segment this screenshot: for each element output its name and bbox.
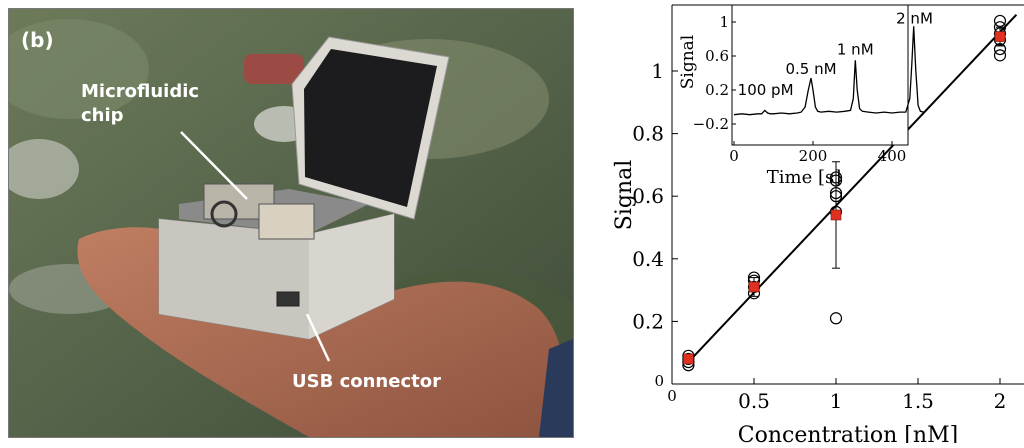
main-x-tick-label: 1.5 [902, 389, 934, 413]
device-photo-drawing: (b) Microfluidic chip USB connector [9, 9, 573, 437]
inset-signal-trace [733, 26, 924, 116]
main-x-tick-label: 0 [667, 387, 677, 405]
inset-y-tick-label: −0.2 [693, 115, 729, 133]
main-x-tick-label: 1 [830, 389, 843, 413]
main-y-tick-label: 1 [651, 59, 664, 83]
mean-marker [994, 31, 1006, 42]
inset-x-tick-label: 0 [729, 147, 739, 165]
main-y-tick-label: 0.6 [632, 184, 664, 208]
inset-x-tick-label: 200 [799, 147, 828, 165]
chart-panel: 0 0.5 1 1.5 2 0 0.2 0.4 0.6 0.8 1 Concentration [n… [600, 0, 1024, 448]
inset-peak-annotation: 2 nM [896, 10, 933, 28]
inset-peak-annotation: 1 nM [837, 40, 874, 58]
main-x-tick-label: 0.5 [738, 389, 770, 413]
data-point-circle [993, 49, 1007, 62]
main-y-axis-label: Signal [612, 160, 637, 231]
concentration-signal-chart: 0 0.5 1 1.5 2 0 0.2 0.4 0.6 0.8 1 Concentration [n… [612, 4, 1024, 448]
device-photo: (b) Microfluidic chip USB connector [8, 8, 574, 438]
panel-label: (b) [21, 28, 54, 52]
main-y-tick-label: 0 [654, 372, 664, 390]
mean-marker [683, 353, 694, 365]
main-x-tick-label: 2 [994, 389, 1007, 413]
mean-marker [830, 209, 842, 221]
main-y-tick-label: 0.8 [632, 122, 664, 146]
inset-plot-frame [731, 4, 909, 146]
main-y-tick-label: 0.4 [632, 247, 664, 271]
inset-x-tick-label: 400 [878, 147, 907, 165]
fit-line [687, 13, 1018, 363]
data-point-circle [829, 312, 843, 325]
data-point-circle [682, 352, 695, 366]
inset-peak-annotation: 0.5 nM [785, 60, 836, 78]
inset-y-axis-label: Signal [678, 35, 698, 90]
main-x-axis-label: Concentration [nM] [738, 423, 958, 443]
chip-label-line1: Microfluidic [81, 81, 199, 102]
inset-y-tick-label: 0.6 [705, 47, 729, 65]
data-point-circle [993, 14, 1007, 28]
main-y-tick-label: 0.2 [632, 309, 664, 333]
usb-connector-label: USB connector [292, 371, 441, 392]
inset-x-axis-label: Time [s] [767, 167, 842, 188]
mean-marker [748, 281, 760, 293]
inset-y-tick-label: 0.2 [705, 81, 729, 99]
inset-peak-annotation: 100 pM [738, 81, 794, 99]
chip-label-line2: chip [81, 105, 124, 126]
inset-y-tick-label: 1 [719, 13, 729, 31]
